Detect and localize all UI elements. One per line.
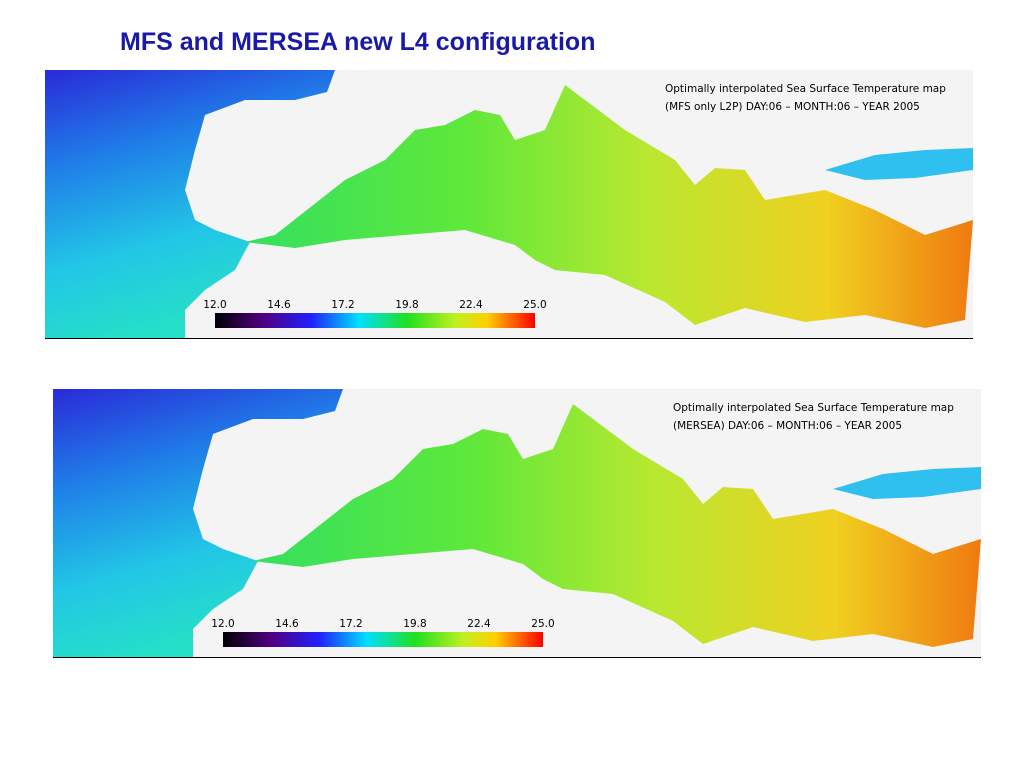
sst-map: Optimally interpolated Sea Surface Tempe…: [53, 389, 981, 658]
map-caption: (MERSEA) DAY:06 – MONTH:06 – YEAR 2005: [673, 420, 902, 432]
colorbar: [223, 632, 543, 647]
colorbar-tick-label: 22.4: [467, 618, 491, 630]
colorbar-tick-label: 22.4: [459, 299, 483, 311]
colorbar: [215, 313, 535, 328]
slide-title: MFS and MERSEA new L4 configuration: [120, 28, 596, 56]
colorbar-tick-label: 17.2: [339, 618, 362, 630]
colorbar-tick-label: 19.8: [395, 299, 418, 311]
colorbar-tick-label: 25.0: [531, 618, 554, 630]
map-caption: (MFS only L2P) DAY:06 – MONTH:06 – YEAR …: [665, 101, 920, 113]
map-caption: Optimally interpolated Sea Surface Tempe…: [673, 402, 954, 414]
colorbar-tick-label: 14.6: [275, 618, 299, 630]
mediterranean: [253, 404, 981, 647]
atlantic: [53, 389, 343, 657]
black-sea: [833, 467, 981, 499]
colorbar-tick-label: 17.2: [331, 299, 354, 311]
sst-map: Optimally interpolated Sea Surface Tempe…: [45, 70, 973, 339]
colorbar-tick-label: 12.0: [211, 618, 234, 630]
colorbar-tick-label: 12.0: [203, 299, 226, 311]
colorbar-tick-label: 19.8: [403, 618, 426, 630]
map-caption: Optimally interpolated Sea Surface Tempe…: [665, 83, 946, 95]
colorbar-tick-label: 25.0: [523, 299, 546, 311]
atlantic: [45, 70, 335, 338]
black-sea: [825, 148, 973, 180]
colorbar-tick-label: 14.6: [267, 299, 291, 311]
mediterranean: [245, 85, 973, 328]
